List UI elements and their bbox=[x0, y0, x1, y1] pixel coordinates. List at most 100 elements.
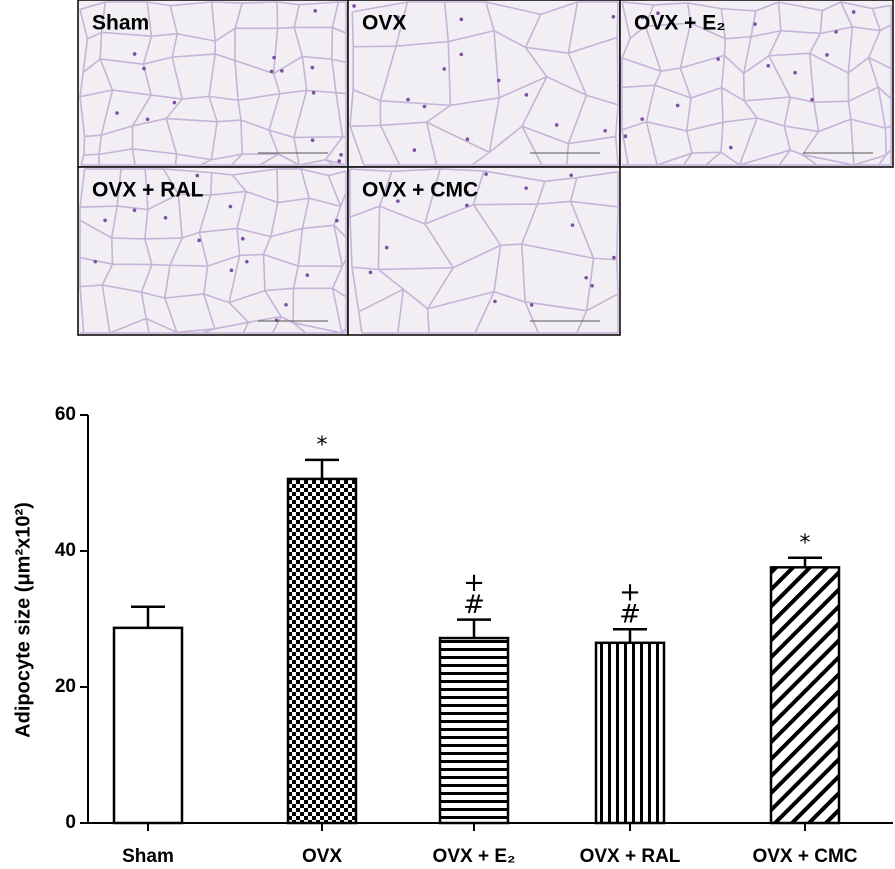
x-tick-label: OVX bbox=[302, 846, 342, 867]
micrograph-panels: Sham OVX OVX + E₂ OVX + RAL OVX + CMC bbox=[77, 0, 894, 336]
nucleus bbox=[459, 52, 464, 57]
panel-label: OVX + E₂ bbox=[634, 12, 726, 35]
nucleus bbox=[493, 299, 497, 304]
significance-marker: # bbox=[619, 600, 641, 630]
micrograph: OVX + E₂ bbox=[619, 0, 894, 168]
y-axis-label: Adipocyte size (μm²x10²) bbox=[12, 502, 34, 738]
nucleus bbox=[269, 69, 274, 74]
significance-marker: + bbox=[463, 568, 485, 598]
nucleus bbox=[753, 22, 757, 26]
nucleus bbox=[406, 97, 410, 102]
panel-label: OVX + CMC bbox=[362, 179, 478, 202]
nucleus bbox=[274, 318, 279, 323]
y-tick-label: 0 bbox=[65, 812, 76, 833]
nucleus bbox=[640, 15, 645, 20]
nucleus bbox=[103, 218, 107, 223]
nucleus bbox=[228, 204, 233, 209]
micrograph-border bbox=[347, 166, 621, 336]
nucleus bbox=[272, 55, 276, 60]
micrograph-background bbox=[348, 167, 620, 335]
nucleus bbox=[603, 128, 607, 133]
nucleus bbox=[766, 63, 771, 68]
nucleus bbox=[284, 302, 288, 307]
nucleus bbox=[310, 65, 315, 70]
nucleus bbox=[524, 186, 528, 190]
nucleus bbox=[310, 138, 315, 143]
nucleus bbox=[172, 100, 177, 105]
x-tick-label: OVX + CMC bbox=[752, 846, 857, 867]
nucleus bbox=[396, 199, 400, 203]
micrograph-background bbox=[348, 0, 620, 167]
nucleus bbox=[132, 52, 137, 56]
nucleus bbox=[524, 93, 529, 97]
nucleus bbox=[412, 148, 417, 152]
bar bbox=[594, 641, 666, 825]
nucleus bbox=[584, 275, 588, 280]
nucleus bbox=[422, 104, 427, 109]
nucleus bbox=[623, 134, 628, 139]
nucleus bbox=[569, 173, 573, 178]
bar bbox=[286, 477, 358, 825]
nucleus bbox=[484, 172, 488, 176]
panel-label: OVX + RAL bbox=[92, 179, 204, 202]
nucleus bbox=[335, 218, 339, 223]
cell-membranes bbox=[79, 168, 347, 334]
nucleus bbox=[384, 245, 389, 250]
significance-marker: * bbox=[317, 433, 328, 458]
nucleus bbox=[197, 238, 201, 243]
bar-chart: Adipocyte size (μm²x10²) 0 20 40 60 Sham OVX *… bbox=[12, 404, 893, 867]
nucleus bbox=[337, 159, 342, 163]
nucleus bbox=[675, 103, 680, 108]
bar bbox=[769, 566, 841, 825]
cell-membranes bbox=[621, 1, 892, 166]
significance-marker: + bbox=[619, 578, 641, 608]
nucleus bbox=[611, 15, 616, 19]
panel-label: Sham bbox=[92, 12, 149, 35]
y-tick-label: 40 bbox=[55, 540, 76, 561]
nucleus bbox=[834, 30, 838, 34]
nucleus bbox=[465, 190, 469, 195]
x-tick-label: OVX + E₂ bbox=[433, 846, 516, 867]
y-tick-label: 20 bbox=[55, 676, 76, 697]
nucleus bbox=[305, 273, 310, 277]
micrograph: OVX bbox=[347, 0, 621, 168]
nucleus bbox=[612, 255, 616, 260]
nucleus bbox=[245, 259, 249, 264]
micrograph: OVX + RAL bbox=[77, 166, 349, 336]
nucleus bbox=[793, 70, 797, 75]
significance-marker: # bbox=[463, 590, 485, 620]
nucleus bbox=[395, 15, 400, 20]
nucleus bbox=[496, 78, 501, 83]
cell-membranes bbox=[349, 1, 619, 166]
nucleus bbox=[851, 10, 856, 14]
cell-membranes bbox=[79, 1, 347, 166]
micrograph-border bbox=[619, 0, 894, 168]
nucleus bbox=[554, 123, 559, 127]
nucleus bbox=[570, 223, 575, 227]
nucleus bbox=[280, 69, 284, 73]
nucleus bbox=[465, 137, 470, 142]
nucleus bbox=[529, 303, 534, 307]
x-tick-label: Sham bbox=[122, 846, 174, 867]
nucleus bbox=[729, 145, 733, 150]
nucleus bbox=[368, 270, 373, 275]
nucleus bbox=[311, 90, 316, 95]
nucleus bbox=[195, 173, 200, 178]
nucleus bbox=[465, 203, 469, 208]
x-tick-label: OVX + RAL bbox=[580, 846, 681, 867]
nucleus bbox=[352, 4, 356, 8]
cell-membranes bbox=[349, 168, 619, 334]
nucleus bbox=[240, 236, 245, 241]
nucleus bbox=[142, 66, 146, 71]
nucleus bbox=[115, 111, 119, 115]
nucleus bbox=[339, 153, 343, 157]
micrograph: Sham bbox=[77, 0, 349, 168]
micrograph: OVX + CMC bbox=[347, 166, 621, 336]
nucleus bbox=[442, 67, 446, 71]
nucleus bbox=[716, 57, 720, 61]
nucleus bbox=[313, 9, 317, 13]
nucleus bbox=[93, 259, 98, 264]
nucleus bbox=[229, 268, 234, 273]
